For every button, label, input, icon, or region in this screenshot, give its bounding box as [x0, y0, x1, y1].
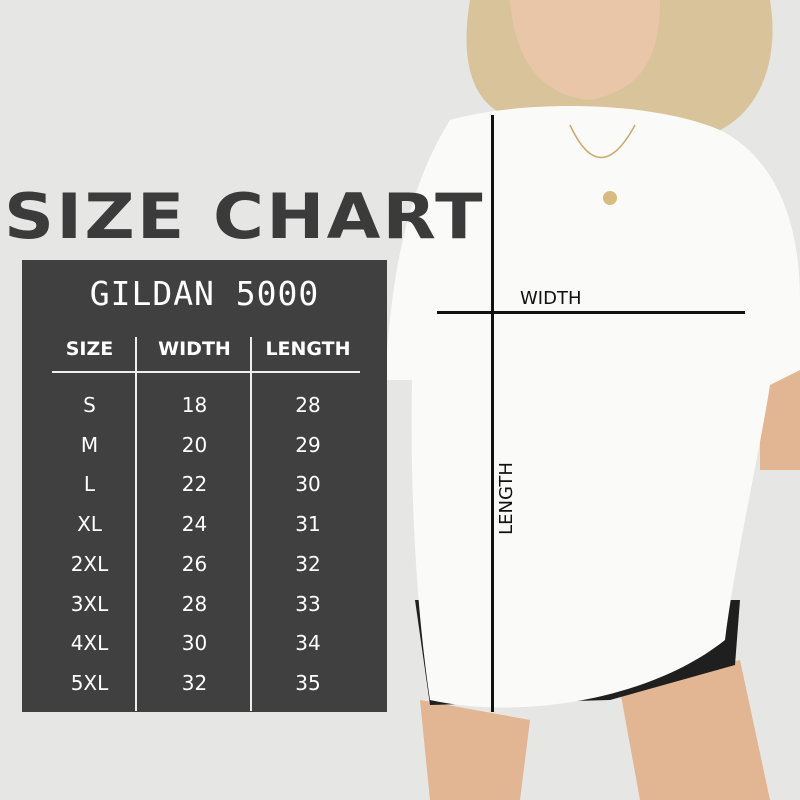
column-divider — [250, 337, 252, 711]
length-cell: 30 — [295, 472, 321, 497]
brand-title: GILDAN 5000 — [89, 274, 320, 313]
size-cell: 2XL — [70, 551, 109, 576]
size-table: GILDAN 5000 SIZE WIDTH LENGTH S 18 28 M 20 29… — [22, 260, 387, 712]
length-measure-line — [491, 115, 494, 712]
length-cell: 35 — [295, 670, 321, 695]
length-label: LENGTH — [495, 462, 517, 535]
t-shirt — [385, 106, 800, 708]
length-cell: 33 — [295, 591, 321, 616]
size-cell: L — [83, 472, 96, 497]
header-length: LENGTH — [265, 338, 351, 360]
width-cell: 20 — [181, 432, 208, 457]
size-cell: 5XL — [70, 670, 109, 695]
width-label: WIDTH — [520, 288, 582, 309]
width-cell: 32 — [181, 670, 208, 695]
width-cell: 28 — [181, 591, 208, 616]
length-cell: 28 — [295, 393, 321, 417]
size-cell: 3XL — [70, 591, 109, 616]
header-size: SIZE — [65, 338, 114, 360]
pendant — [603, 191, 617, 205]
width-cell: 18 — [181, 393, 208, 417]
size-cell: S — [83, 393, 96, 417]
right-leg — [620, 660, 770, 800]
length-cell: 31 — [295, 512, 321, 537]
length-cell: 34 — [295, 631, 321, 656]
size-cell: 4XL — [70, 631, 109, 656]
face — [510, 0, 660, 100]
column-divider — [135, 337, 137, 711]
length-cell: 32 — [295, 551, 321, 576]
width-cell: 24 — [181, 512, 208, 537]
header-width: WIDTH — [158, 338, 231, 360]
width-cell: 30 — [181, 631, 208, 656]
width-cell: 26 — [181, 551, 208, 576]
width-measure-line — [437, 311, 745, 314]
necklace — [569, 124, 636, 158]
width-cell: 22 — [181, 472, 208, 497]
size-cell: M — [80, 432, 99, 457]
size-cell: XL — [77, 512, 102, 537]
header-divider — [52, 371, 360, 373]
left-leg — [420, 700, 530, 800]
length-cell: 29 — [295, 432, 321, 457]
page-title: SIZE CHART — [4, 180, 485, 253]
